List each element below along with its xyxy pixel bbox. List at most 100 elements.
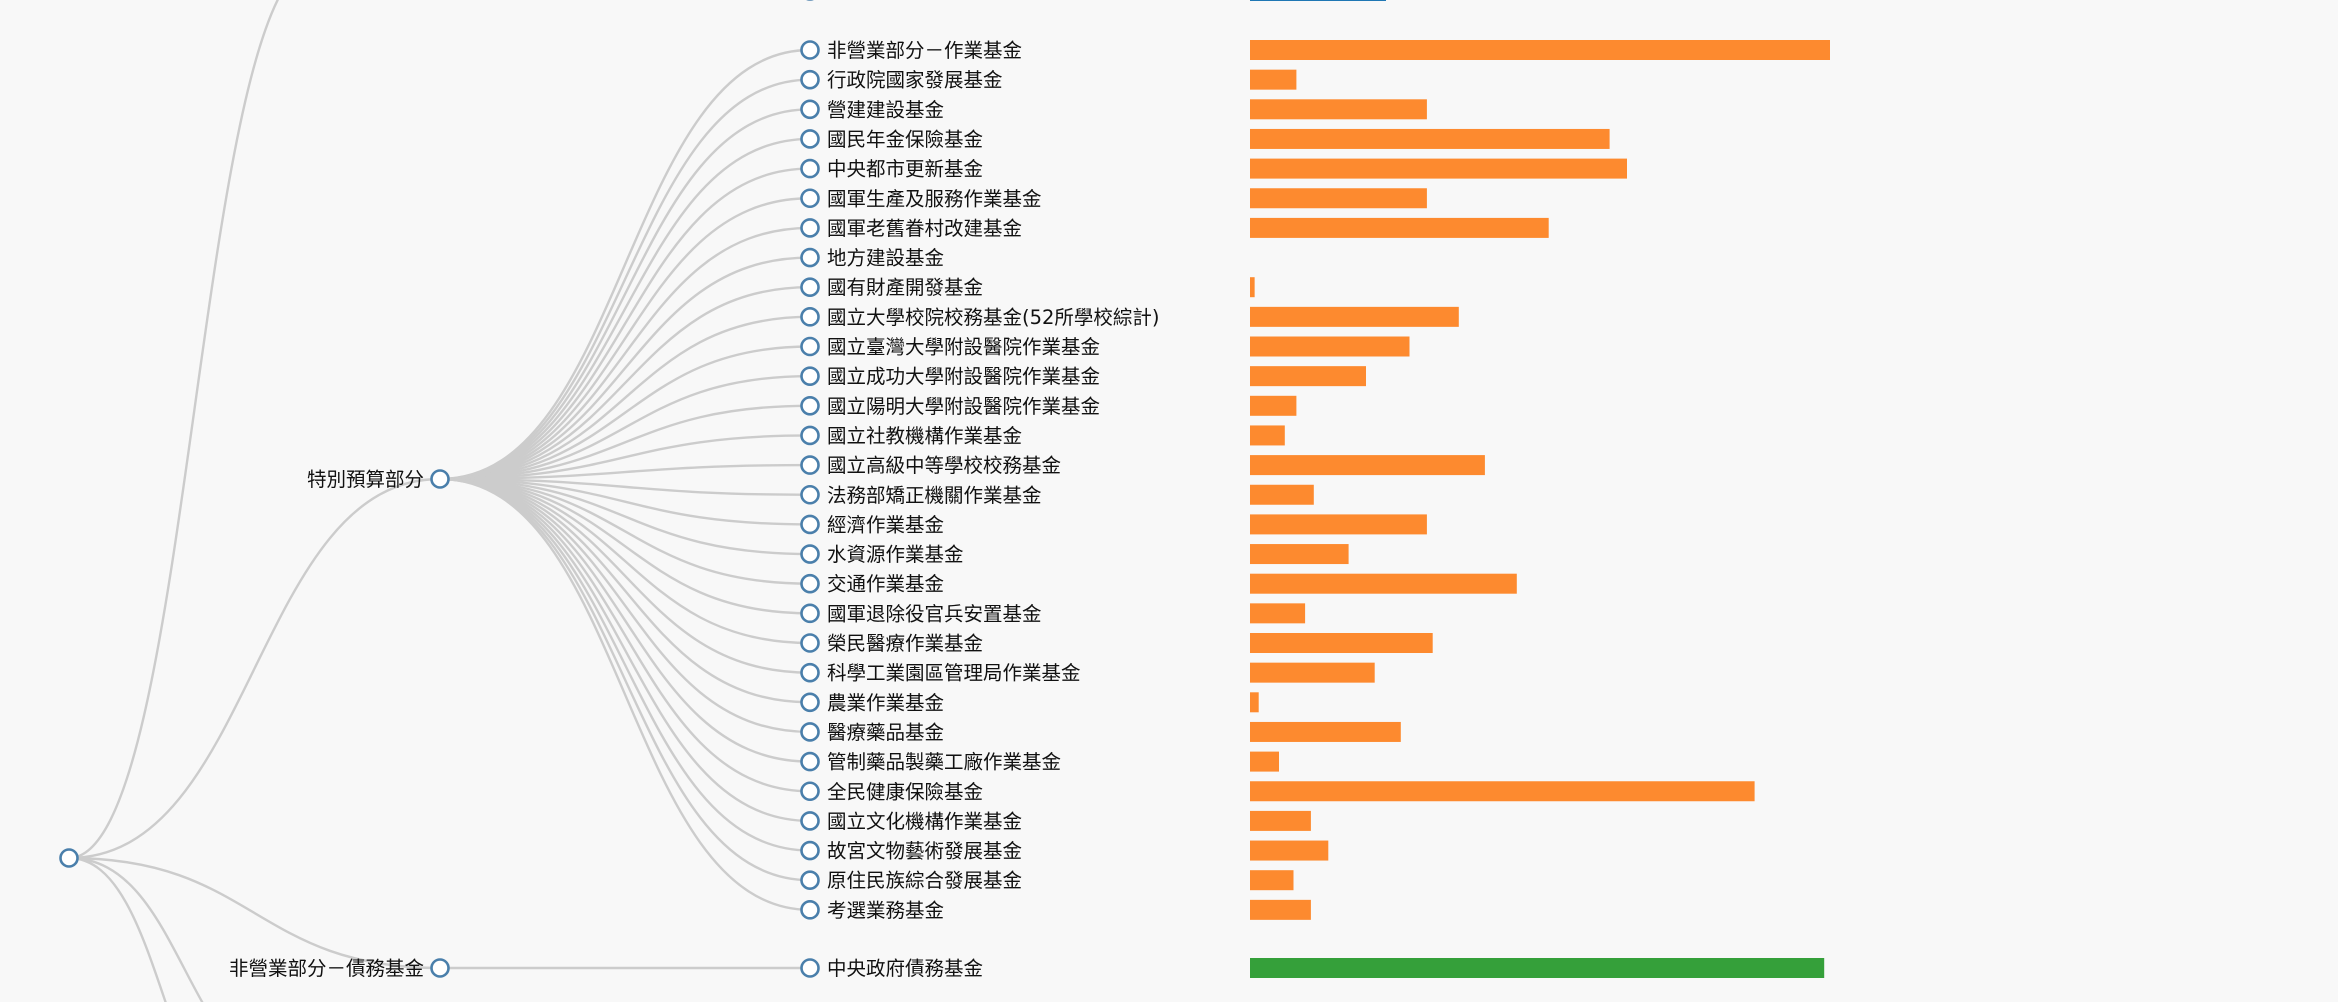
leaf-label: 全民健康保險基金 — [827, 780, 983, 803]
leaf-node[interactable] — [800, 366, 820, 386]
leaf-label: 國立文化機構作業基金 — [827, 810, 1022, 833]
leaf-label: 農業作業基金 — [827, 691, 944, 714]
leaf-node[interactable] — [800, 307, 820, 327]
tree-link-branch-leaf — [439, 477, 811, 823]
leaf-label: 水資源作業基金 — [827, 543, 964, 566]
leaf-node[interactable] — [800, 129, 820, 149]
leaf-node[interactable] — [800, 158, 820, 179]
leaf-label: 非營業部分－作業基金 — [827, 39, 1022, 62]
value-bar — [1250, 751, 1279, 772]
leaf-label: 經濟作業基金 — [827, 513, 944, 536]
tree-link-branch-leaf — [439, 477, 811, 912]
tree-link-branch-leaf — [439, 345, 811, 481]
leaf-node[interactable] — [800, 69, 820, 90]
tree-link-branch-leaf — [439, 315, 811, 481]
tree-link-branch-leaf — [439, 434, 811, 481]
value-bar — [1250, 40, 1830, 60]
leaf-node[interactable] — [800, 840, 820, 861]
leaf-node[interactable] — [800, 40, 820, 60]
leaf-label: 交通作業基金 — [827, 573, 944, 596]
leaf-node[interactable] — [800, 395, 820, 416]
leaf-node[interactable] — [800, 544, 820, 564]
tree-link-branch-leaf — [439, 477, 811, 704]
leaf-node[interactable] — [800, 455, 820, 475]
tree-link-branch-leaf — [439, 374, 811, 481]
leaf-label: 國立臺灣大學附設醫院作業基金 — [827, 336, 1100, 359]
leaf-node[interactable] — [800, 722, 820, 742]
tree-link-branch-leaf — [439, 78, 811, 481]
value-bar — [1250, 603, 1306, 624]
tree-link-branch-leaf — [439, 477, 811, 793]
tree-labels: 特別預算部分 非營業部分－作業基金行政院國家發展基金營建建設基金國民年金保險基金中… — [229, 39, 1160, 980]
leaf-label: 營建建設基金 — [827, 98, 944, 121]
value-bars — [1250, 0, 1830, 978]
leaf-node[interactable] — [800, 573, 820, 594]
value-bar — [1250, 306, 1459, 327]
leaf-label: 國立高級中等學校校務基金 — [827, 454, 1061, 477]
tree-link-branch-leaf — [439, 167, 811, 481]
leaf-label: 國立社教機構作業基金 — [827, 424, 1022, 447]
value-bar — [1250, 692, 1259, 713]
leaf-node[interactable] — [800, 484, 820, 505]
leaf-label: 考選業務基金 — [827, 899, 944, 922]
leaf-label: 國有財產開發基金 — [827, 276, 983, 299]
value-bar — [1250, 69, 1297, 90]
tree-link-branch-leaf — [439, 477, 811, 763]
leaf-node[interactable] — [800, 603, 820, 624]
tree-link-root-branch — [68, 477, 441, 860]
value-bar — [1250, 277, 1255, 298]
leaf-node[interactable] — [800, 633, 820, 653]
leaf-node[interactable] — [800, 425, 820, 446]
leaf-node[interactable] — [800, 958, 820, 978]
value-bar — [1250, 840, 1329, 861]
branch-node[interactable] — [430, 469, 450, 489]
leaf-label: 榮民醫療作業基金 — [827, 632, 983, 655]
leaf-node[interactable] — [800, 514, 820, 535]
root-node[interactable] — [59, 848, 79, 868]
tree-link-branch-leaf — [439, 286, 811, 481]
leaf-node[interactable] — [800, 692, 820, 713]
leaf-node[interactable] — [800, 277, 820, 298]
value-bar — [1250, 455, 1485, 476]
value-bar — [1250, 870, 1294, 891]
tree-nodes — [59, 0, 820, 978]
tree-link-branch-leaf — [439, 477, 811, 734]
leaf-node[interactable] — [800, 218, 820, 238]
leaf-label: 醫療藥品基金 — [827, 721, 944, 744]
value-bar — [1250, 188, 1427, 209]
value-bar — [1250, 484, 1314, 505]
tree-link-branch-leaf — [439, 477, 811, 526]
leaf-node[interactable] — [800, 781, 820, 802]
leaf-label: 管制藥品製藥工廠作業基金 — [827, 751, 1061, 774]
leaf-label: 國立大學校院校務基金(52所學校綜計) — [827, 306, 1160, 329]
value-bar — [1250, 514, 1427, 535]
tree-link-branch-leaf — [439, 197, 811, 481]
value-bar — [1250, 633, 1433, 653]
value-bar — [1250, 721, 1401, 742]
leaf-node[interactable] — [800, 751, 820, 772]
leaf-label: 行政院國家發展基金 — [827, 69, 1003, 92]
leaf-node[interactable] — [800, 188, 820, 209]
tree-link-branch-leaf — [439, 463, 811, 481]
leaf-node[interactable] — [800, 811, 820, 831]
branch-node[interactable] — [430, 958, 450, 978]
leaf-label: 國軍退除役官兵安置基金 — [827, 602, 1042, 625]
leaf-node[interactable] — [800, 662, 820, 683]
tree-link-branch-leaf — [439, 477, 811, 674]
leaf-node[interactable] — [800, 336, 820, 357]
tree-link-branch-leaf — [439, 477, 811, 556]
tree-link-branch-leaf — [439, 477, 811, 585]
tree-link-branch-leaf — [439, 48, 811, 481]
leaf-node[interactable] — [800, 247, 820, 268]
tree-link-branch-leaf — [439, 477, 811, 852]
leaf-node[interactable] — [800, 900, 820, 920]
leaf-label: 國立成功大學附設醫院作業基金 — [827, 365, 1100, 388]
value-bar — [1250, 544, 1349, 565]
tree-link-root-branch — [68, 856, 441, 970]
leaf-node[interactable] — [800, 99, 820, 120]
leaf-node[interactable] — [800, 870, 820, 891]
value-bar — [1250, 99, 1427, 120]
tree-link-branch-leaf — [439, 404, 811, 481]
value-bar — [1250, 662, 1375, 683]
